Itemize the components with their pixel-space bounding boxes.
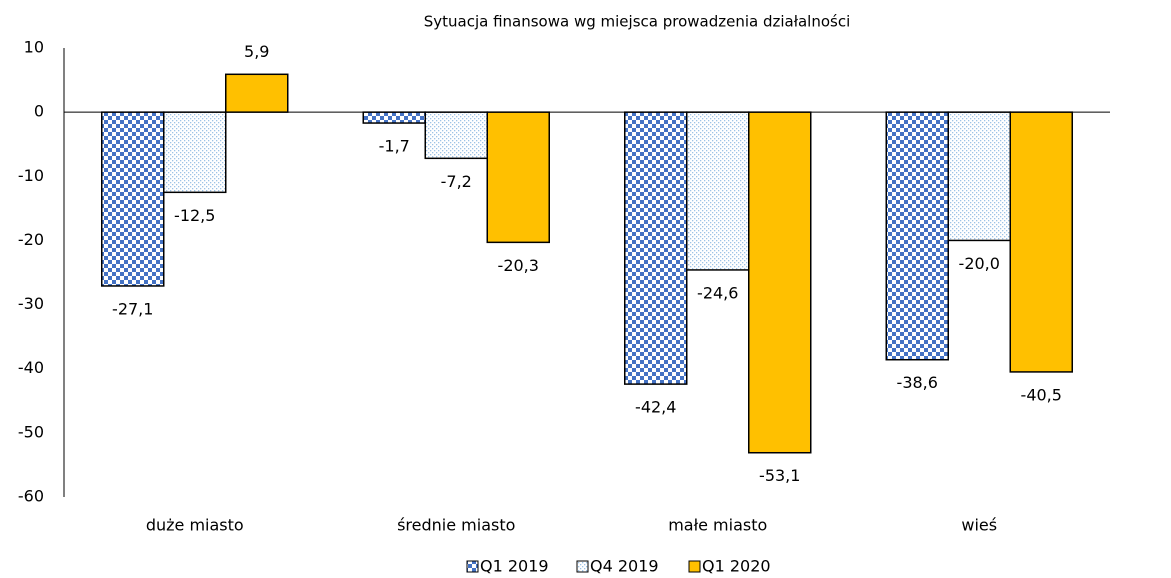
legend-label: Q1 2020 bbox=[702, 557, 771, 576]
bar bbox=[885, 111, 949, 361]
y-tick-label: -60 bbox=[18, 487, 44, 506]
x-tick-label: średnie miasto bbox=[397, 516, 515, 535]
bar bbox=[748, 111, 812, 454]
legend-swatch bbox=[466, 560, 479, 573]
bar bbox=[101, 111, 165, 287]
y-tick-label: 0 bbox=[34, 102, 44, 121]
data-label: -20,0 bbox=[959, 254, 1000, 273]
data-label: -12,5 bbox=[174, 206, 215, 225]
y-tick-label: 10 bbox=[24, 38, 44, 57]
data-label: -24,6 bbox=[697, 283, 738, 302]
bar bbox=[1009, 111, 1073, 373]
x-tick-label: duże miasto bbox=[146, 516, 244, 535]
legend-swatch bbox=[576, 560, 589, 573]
y-tick-label: -10 bbox=[18, 166, 44, 185]
data-label: 5,9 bbox=[244, 42, 269, 61]
data-label: -53,1 bbox=[759, 466, 800, 485]
x-tick-label: małe miasto bbox=[668, 516, 767, 535]
bar bbox=[624, 111, 688, 385]
y-tick-label: -40 bbox=[18, 358, 44, 377]
data-label: -27,1 bbox=[112, 299, 153, 318]
y-tick-label: -30 bbox=[18, 294, 44, 313]
legend-label: Q4 2019 bbox=[590, 557, 659, 576]
data-label: -7,2 bbox=[441, 172, 472, 191]
legend-label: Q1 2019 bbox=[480, 557, 549, 576]
bar bbox=[362, 111, 426, 124]
bar bbox=[947, 111, 1011, 242]
bar bbox=[163, 111, 227, 194]
y-tick-label: -20 bbox=[18, 230, 44, 249]
bar bbox=[225, 73, 289, 113]
bar bbox=[686, 111, 750, 271]
data-label: -40,5 bbox=[1021, 385, 1062, 404]
bar bbox=[486, 111, 550, 244]
legend-swatch bbox=[688, 560, 701, 573]
data-label: -42,4 bbox=[635, 398, 676, 417]
bar bbox=[424, 111, 488, 160]
chart-title: Sytuacja finansowa wg miejsca prowadzeni… bbox=[424, 13, 851, 31]
y-tick-label: -50 bbox=[18, 422, 44, 441]
data-label: -38,6 bbox=[897, 373, 938, 392]
x-tick-label: wieś bbox=[961, 516, 997, 535]
data-label: -1,7 bbox=[379, 137, 410, 156]
data-label: -20,3 bbox=[498, 256, 539, 275]
